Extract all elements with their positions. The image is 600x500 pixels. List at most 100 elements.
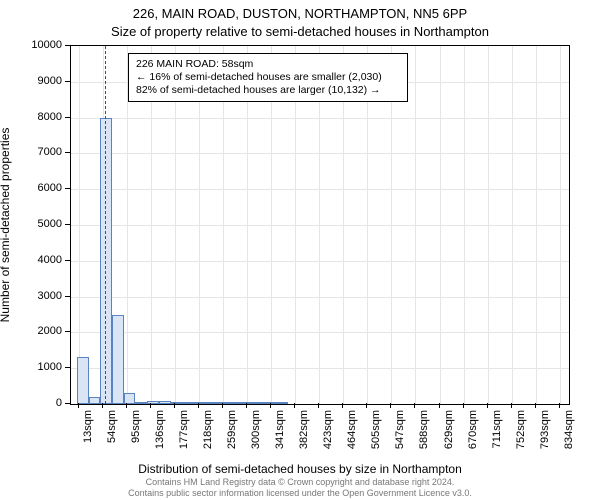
xtick-label: 54sqm <box>106 410 118 443</box>
footer-attribution: Contains HM Land Registry data © Crown c… <box>0 477 600 498</box>
gridline-horizontal <box>71 118 569 119</box>
xtick-label: 670sqm <box>467 410 479 449</box>
ytick-label: 7000 <box>22 146 62 158</box>
gridline-horizontal <box>71 261 569 262</box>
xtick-mark <box>102 403 103 408</box>
xtick-mark <box>198 403 199 408</box>
xtick-label: 711sqm <box>491 410 503 448</box>
histogram-bar <box>229 402 241 404</box>
y-axis-label: Number of semi-detached properties <box>0 128 12 323</box>
xtick-label: 136sqm <box>154 410 166 449</box>
histogram-bar <box>253 402 265 404</box>
gridline-horizontal <box>71 332 569 333</box>
footer-line-1: Contains HM Land Registry data © Crown c… <box>0 477 600 487</box>
title-subtitle: Size of property relative to semi-detach… <box>0 24 600 39</box>
gridline-horizontal <box>71 153 569 154</box>
xtick-label: 629sqm <box>443 410 455 449</box>
histogram-bar <box>77 357 89 404</box>
xtick-label: 341sqm <box>274 410 286 449</box>
xtick-mark <box>174 403 175 408</box>
gridline-vertical <box>440 46 441 404</box>
ytick-mark <box>65 117 70 118</box>
xtick-mark <box>390 403 391 408</box>
ytick-mark <box>65 45 70 46</box>
gridline-vertical <box>536 46 537 404</box>
xtick-label: 547sqm <box>394 410 406 449</box>
ytick-label: 8000 <box>22 111 62 123</box>
xtick-label: 95sqm <box>130 410 142 443</box>
ytick-mark <box>65 152 70 153</box>
xtick-label: 218sqm <box>202 410 214 449</box>
ytick-label: 2000 <box>22 325 62 337</box>
histogram-bar <box>100 118 112 404</box>
xtick-mark <box>414 403 415 408</box>
footer-line-2: Contains public sector information licen… <box>0 488 600 498</box>
gridline-vertical <box>512 46 513 404</box>
xtick-mark <box>439 403 440 408</box>
ytick-label: 5000 <box>22 218 62 230</box>
xtick-mark <box>78 403 79 408</box>
xtick-mark <box>150 403 151 408</box>
xtick-label: 464sqm <box>346 410 358 449</box>
histogram-bar <box>112 315 124 405</box>
ytick-mark <box>65 188 70 189</box>
histogram-bar <box>182 402 194 404</box>
histogram-bar <box>194 402 206 404</box>
xtick-label: 588sqm <box>418 410 430 449</box>
ytick-mark <box>65 331 70 332</box>
info-box: 226 MAIN ROAD: 58sqm← 16% of semi-detach… <box>128 53 408 102</box>
chart-plot-area: 226 MAIN ROAD: 58sqm← 16% of semi-detach… <box>70 45 570 405</box>
ytick-label: 3000 <box>22 290 62 302</box>
xtick-label: 382sqm <box>298 410 310 449</box>
xtick-mark <box>318 403 319 408</box>
histogram-bar <box>276 402 288 404</box>
xtick-label: 793sqm <box>539 410 551 449</box>
histogram-bar <box>217 402 229 404</box>
ytick-mark <box>65 81 70 82</box>
gridline-horizontal <box>71 189 569 190</box>
gridline-horizontal <box>71 297 569 298</box>
ytick-label: 10000 <box>22 39 62 51</box>
info-box-line-2: ← 16% of semi-detached houses are smalle… <box>136 71 400 84</box>
gridline-vertical <box>560 46 561 404</box>
ytick-label: 0 <box>22 397 62 409</box>
xtick-label: 259sqm <box>226 410 238 449</box>
histogram-bar <box>89 397 101 404</box>
gridline-vertical <box>488 46 489 404</box>
xtick-label: 752sqm <box>515 410 527 449</box>
xtick-label: 300sqm <box>250 410 262 449</box>
histogram-bar <box>135 402 147 405</box>
xtick-mark <box>463 403 464 408</box>
gridline-vertical <box>79 46 80 404</box>
xtick-mark <box>126 403 127 408</box>
ytick-mark <box>65 296 70 297</box>
ytick-label: 4000 <box>22 254 62 266</box>
xtick-mark <box>559 403 560 408</box>
ytick-label: 6000 <box>22 182 62 194</box>
xtick-label: 177sqm <box>178 410 190 449</box>
xtick-mark <box>511 403 512 408</box>
xtick-label: 834sqm <box>563 410 575 449</box>
ytick-label: 9000 <box>22 75 62 87</box>
ytick-mark <box>65 260 70 261</box>
histogram-bar <box>206 402 218 404</box>
xtick-mark <box>222 403 223 408</box>
gridline-horizontal <box>71 368 569 369</box>
gridline-vertical <box>415 46 416 404</box>
info-box-line-3: 82% of semi-detached houses are larger (… <box>136 84 400 97</box>
title-address: 226, MAIN ROAD, DUSTON, NORTHAMPTON, NN5… <box>0 6 600 21</box>
info-box-line-1: 226 MAIN ROAD: 58sqm <box>136 58 400 71</box>
ytick-mark <box>65 403 70 404</box>
histogram-bar <box>159 401 171 404</box>
xtick-label: 423sqm <box>322 410 334 449</box>
xtick-mark <box>487 403 488 408</box>
xtick-mark <box>294 403 295 408</box>
xtick-label: 505sqm <box>370 410 382 449</box>
gridline-vertical <box>464 46 465 404</box>
xtick-mark <box>342 403 343 408</box>
ytick-mark <box>65 367 70 368</box>
gridline-horizontal <box>71 225 569 226</box>
xtick-mark <box>366 403 367 408</box>
ytick-mark <box>65 224 70 225</box>
xtick-mark <box>535 403 536 408</box>
